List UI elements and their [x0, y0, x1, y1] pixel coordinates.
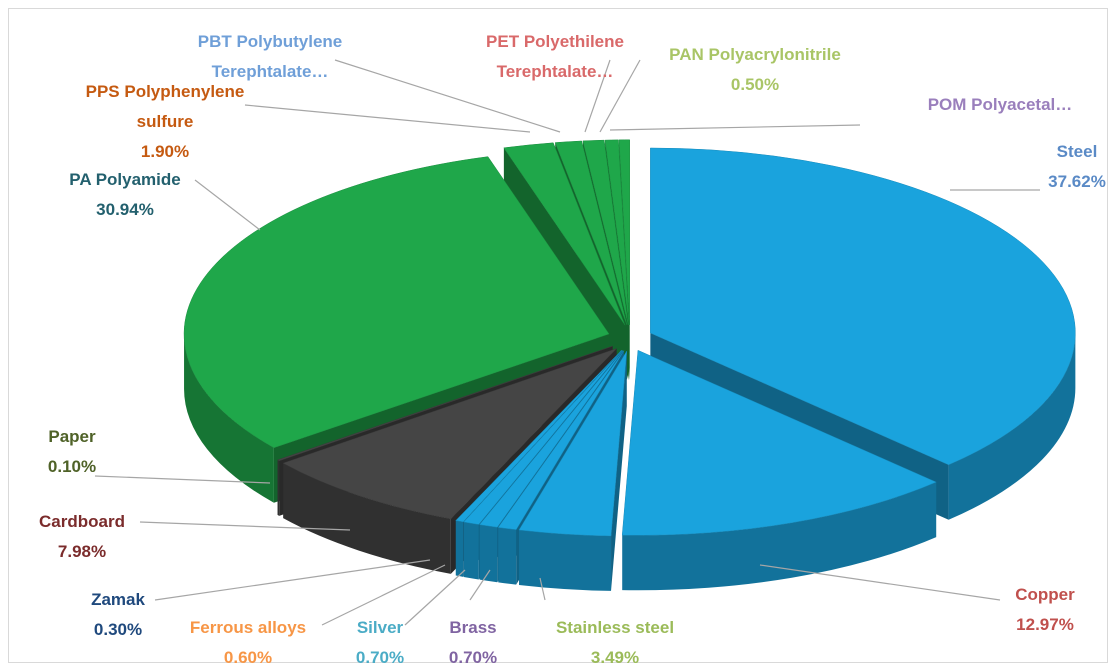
category-label: PA Polyamide — [69, 170, 181, 189]
category-label: Copper — [1015, 585, 1075, 604]
value-label: 37.62% — [1048, 172, 1106, 191]
category-label: Paper — [48, 427, 96, 446]
slice — [497, 350, 625, 530]
slice — [282, 348, 617, 520]
slice — [618, 139, 630, 325]
leader-line — [609, 124, 861, 131]
category-label: PPS Polyphenylene sulfure — [85, 82, 245, 131]
leader-line — [599, 59, 641, 133]
leader-line — [334, 59, 561, 133]
slice — [554, 140, 628, 326]
category-label: PET Polyethilene Terephtalate… — [486, 32, 624, 81]
value-label: 0.70% — [355, 648, 405, 667]
category-label: Cardboard — [39, 512, 125, 531]
slice-side — [455, 520, 464, 577]
slice — [604, 139, 630, 325]
slice — [183, 156, 610, 449]
slice-side — [519, 530, 612, 591]
leader-line — [469, 569, 491, 601]
slice — [518, 350, 628, 537]
value-label: 0.60% — [223, 648, 273, 667]
slice — [463, 350, 623, 525]
category-label: Stainless steel — [555, 618, 675, 637]
slice — [276, 345, 613, 462]
slice — [582, 139, 629, 325]
data-label: PBT Polybutylene Terephtalate… — [170, 27, 370, 87]
value-label: 0.30% — [93, 620, 143, 639]
slice — [479, 350, 624, 528]
data-label: Steel 37.62% — [1032, 137, 1118, 197]
slice-side — [479, 524, 498, 583]
leader-line — [154, 559, 431, 601]
data-label: POM Polyacetal… — [850, 90, 1118, 120]
value-label: 12.97% — [1016, 615, 1074, 634]
data-label: Paper 0.10% — [27, 422, 117, 482]
category-label: Zamak — [91, 590, 145, 609]
data-label: PPS Polyphenylene sulfure 1.90% — [60, 77, 270, 167]
leader-line — [404, 569, 466, 626]
category-label: Steel — [1056, 142, 1098, 161]
data-label: PAN Polyacrylonitrile 0.50% — [635, 40, 875, 100]
category-label: POM Polyacetal… — [927, 95, 1073, 114]
slice — [621, 349, 937, 536]
value-label: 0.10% — [47, 457, 97, 476]
data-label: PET Polyethilene Terephtalate… — [460, 27, 650, 87]
data-label: Ferrous alloys 0.60% — [168, 613, 328, 670]
slice-side — [622, 482, 937, 591]
value-label: 1.90% — [140, 142, 190, 161]
leader-line — [244, 104, 531, 133]
leader-line — [759, 564, 1001, 601]
value-label: 0.70% — [448, 648, 498, 667]
slice-side — [948, 332, 1076, 520]
data-label: Brass 0.70% — [433, 613, 513, 670]
value-label: 7.98% — [57, 542, 107, 561]
data-label: Copper 12.97% — [995, 580, 1095, 640]
value-label: 30.94% — [96, 200, 154, 219]
slice — [455, 350, 622, 523]
slice-side — [283, 463, 451, 574]
data-label: Silver 0.70% — [340, 613, 420, 670]
category-label: PBT Polybutylene Terephtalate… — [197, 32, 343, 81]
slice-side — [184, 333, 274, 503]
leader-line — [584, 59, 611, 133]
slice-side — [498, 527, 517, 585]
data-label: Stainless steel 3.49% — [535, 613, 695, 670]
leader-line — [94, 475, 271, 484]
slice-wall — [611, 351, 627, 591]
leader-line — [321, 564, 446, 626]
data-label: Zamak 0.30% — [68, 585, 168, 645]
value-label: 3.49% — [590, 648, 640, 667]
slice — [650, 147, 1076, 466]
data-label: PA Polyamide 30.94% — [55, 165, 195, 225]
leader-line — [194, 179, 261, 231]
data-label: Cardboard 7.98% — [22, 507, 142, 567]
slice-side — [277, 459, 280, 516]
leader-line — [139, 521, 351, 531]
category-label: Ferrous alloys — [189, 618, 307, 637]
leader-line — [539, 577, 546, 601]
category-label: PAN Polyacrylonitrile — [669, 45, 841, 64]
category-label: Silver — [356, 618, 404, 637]
value-label: 0.50% — [730, 75, 780, 94]
slice — [503, 142, 626, 326]
slice-side — [463, 522, 479, 580]
category-label: Brass — [449, 618, 497, 637]
chart-frame — [8, 8, 1108, 663]
